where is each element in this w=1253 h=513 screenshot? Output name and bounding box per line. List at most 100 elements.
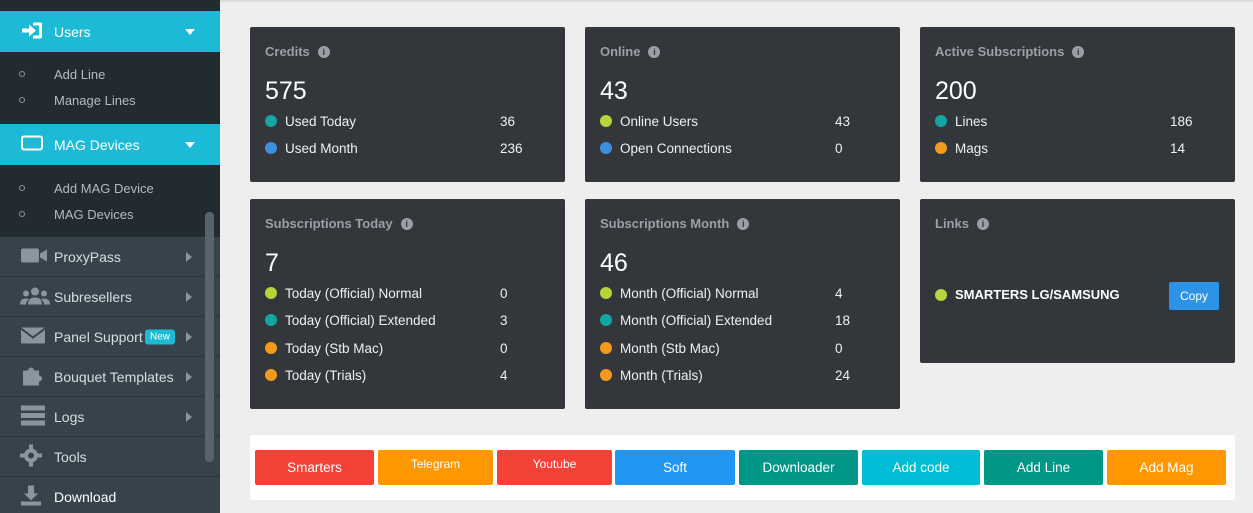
submenu-label: MAG Devices — [54, 206, 134, 222]
new-badge: New — [145, 329, 176, 344]
sidebar-item-label: Users — [54, 23, 91, 40]
stat-row: Month (Stb Mac) — [600, 338, 720, 358]
sidebar: Users Add Line Manage Lines MAG Devices … — [0, 0, 220, 513]
copy-button[interactable]: Copy — [1169, 282, 1219, 310]
quick-buttons-bar: Smarters Telegram Youtube Soft Downloade… — [250, 435, 1235, 500]
stat-label: Month (Official) Extended — [620, 312, 773, 328]
submenu-item-add-mag-device[interactable]: Add MAG Device — [0, 175, 220, 201]
stat-row: Today (Stb Mac) — [265, 338, 383, 358]
bullet-icon — [265, 142, 277, 154]
stat-value: 236 — [500, 141, 523, 156]
users-submenu: Add Line Manage Lines — [0, 52, 220, 124]
sidebar-item-logs[interactable]: Logs — [0, 397, 220, 437]
sidebar-scrollbar[interactable] — [205, 212, 214, 462]
sidebar-item-label: Tools — [54, 448, 87, 465]
card-title-text: Subscriptions Month — [600, 216, 730, 231]
subscriptions-month-card: Subscriptions Month i 46 Month (Official… — [585, 199, 900, 409]
sidebar-top-strip — [0, 0, 220, 11]
bullet-icon — [265, 342, 277, 354]
card-title-text: Online — [600, 44, 641, 59]
video-icon — [20, 246, 48, 267]
sidebar-item-proxypass[interactable]: ProxyPass — [0, 237, 220, 277]
stat-label: Used Today — [285, 113, 357, 129]
subs-today-value: 7 — [265, 249, 279, 277]
chevron-down-icon — [185, 28, 195, 35]
bullet-icon — [265, 369, 277, 381]
sidebar-item-label: Logs — [54, 408, 85, 425]
info-icon[interactable]: i — [648, 45, 661, 58]
stat-value: 4 — [835, 286, 843, 301]
sidebar-item-label: Bouquet Templates — [54, 368, 174, 385]
chevron-right-icon — [186, 371, 192, 382]
bullet-icon — [600, 115, 612, 127]
users-group-icon — [20, 285, 50, 308]
mag-submenu: Add MAG Device MAG Devices — [0, 165, 220, 237]
add-line-button[interactable]: Add Line — [984, 450, 1103, 485]
add-code-button[interactable]: Add code — [862, 450, 980, 485]
stat-row: Today (Official) Normal — [265, 283, 422, 303]
bullet-icon — [935, 142, 947, 154]
smarters-button[interactable]: Smarters — [255, 450, 374, 485]
stat-value: 0 — [835, 141, 843, 156]
sidebar-item-users[interactable]: Users — [0, 11, 220, 52]
submenu-item-manage-lines[interactable]: Manage Lines — [0, 87, 220, 113]
bullet-icon — [265, 314, 277, 326]
circle-icon — [19, 211, 25, 217]
stat-row: Mags — [935, 138, 988, 158]
bullet-icon — [935, 115, 947, 127]
info-icon[interactable]: i — [317, 45, 330, 58]
add-mag-button[interactable]: Add Mag — [1107, 450, 1226, 485]
telegram-button[interactable]: Telegram — [378, 450, 493, 485]
youtube-button[interactable]: Youtube — [497, 450, 612, 485]
download-icon — [20, 484, 42, 509]
card-title: Subscriptions Month i — [600, 216, 750, 231]
info-icon[interactable]: i — [400, 217, 413, 230]
stat-row: Used Month — [265, 138, 358, 158]
stat-row: Online Users — [600, 111, 698, 131]
info-icon[interactable]: i — [737, 217, 750, 230]
sidebar-item-mag-devices[interactable]: MAG Devices — [0, 124, 220, 165]
chevron-right-icon — [186, 291, 192, 302]
stat-value: 0 — [835, 341, 843, 356]
active-value: 200 — [935, 77, 977, 105]
card-title: Links i — [935, 216, 989, 231]
stat-row: Lines — [935, 111, 987, 131]
soft-button[interactable]: Soft — [615, 450, 735, 485]
sidebar-item-panel-support[interactable]: Panel Support New — [0, 317, 220, 357]
stat-value: 43 — [835, 114, 851, 129]
stat-value: 18 — [835, 313, 851, 328]
stat-value: 186 — [1170, 114, 1193, 129]
stat-label: Today (Trials) — [285, 367, 367, 383]
stat-label: Lines — [955, 113, 988, 129]
stat-row: Month (Official) Extended — [600, 310, 772, 330]
stat-row: Open Connections — [600, 138, 732, 158]
online-value: 43 — [600, 77, 628, 105]
sidebar-item-download[interactable]: Download — [0, 477, 220, 513]
card-title: Credits i — [265, 44, 330, 59]
submenu-item-mag-devices[interactable]: MAG Devices — [0, 201, 220, 227]
sidebar-item-label: MAG Devices — [54, 136, 140, 153]
stat-value: 0 — [500, 341, 508, 356]
bullet-icon — [600, 287, 612, 299]
submenu-item-add-line[interactable]: Add Line — [0, 61, 220, 87]
credits-value: 575 — [265, 77, 307, 105]
info-icon[interactable]: i — [976, 217, 989, 230]
stat-row: Today (Official) Extended — [265, 310, 436, 330]
stat-row: Used Today — [265, 111, 356, 131]
card-title: Active Subscriptions i — [935, 44, 1085, 59]
stat-label: Today (Official) Normal — [285, 285, 423, 301]
stat-label: Today (Stb Mac) — [285, 340, 384, 356]
sidebar-item-bouquet-templates[interactable]: Bouquet Templates — [0, 357, 220, 397]
bullet-icon — [265, 115, 277, 127]
bullet-icon — [265, 287, 277, 299]
stat-value: 4 — [500, 368, 508, 383]
credits-card: Credits i 575 Used Today 36 Used Month 2… — [250, 27, 565, 182]
sidebar-item-subresellers[interactable]: Subresellers — [0, 277, 220, 317]
stat-label: Month (Trials) — [620, 367, 703, 383]
downloader-button[interactable]: Downloader — [739, 450, 858, 485]
info-icon[interactable]: i — [1072, 45, 1085, 58]
sidebar-item-tools[interactable]: Tools — [0, 437, 220, 477]
links-card: Links i SMARTERS LG/SAMSUNG Copy — [920, 199, 1235, 363]
chevron-right-icon — [186, 251, 192, 262]
sidebar-item-label: Download — [54, 488, 117, 505]
